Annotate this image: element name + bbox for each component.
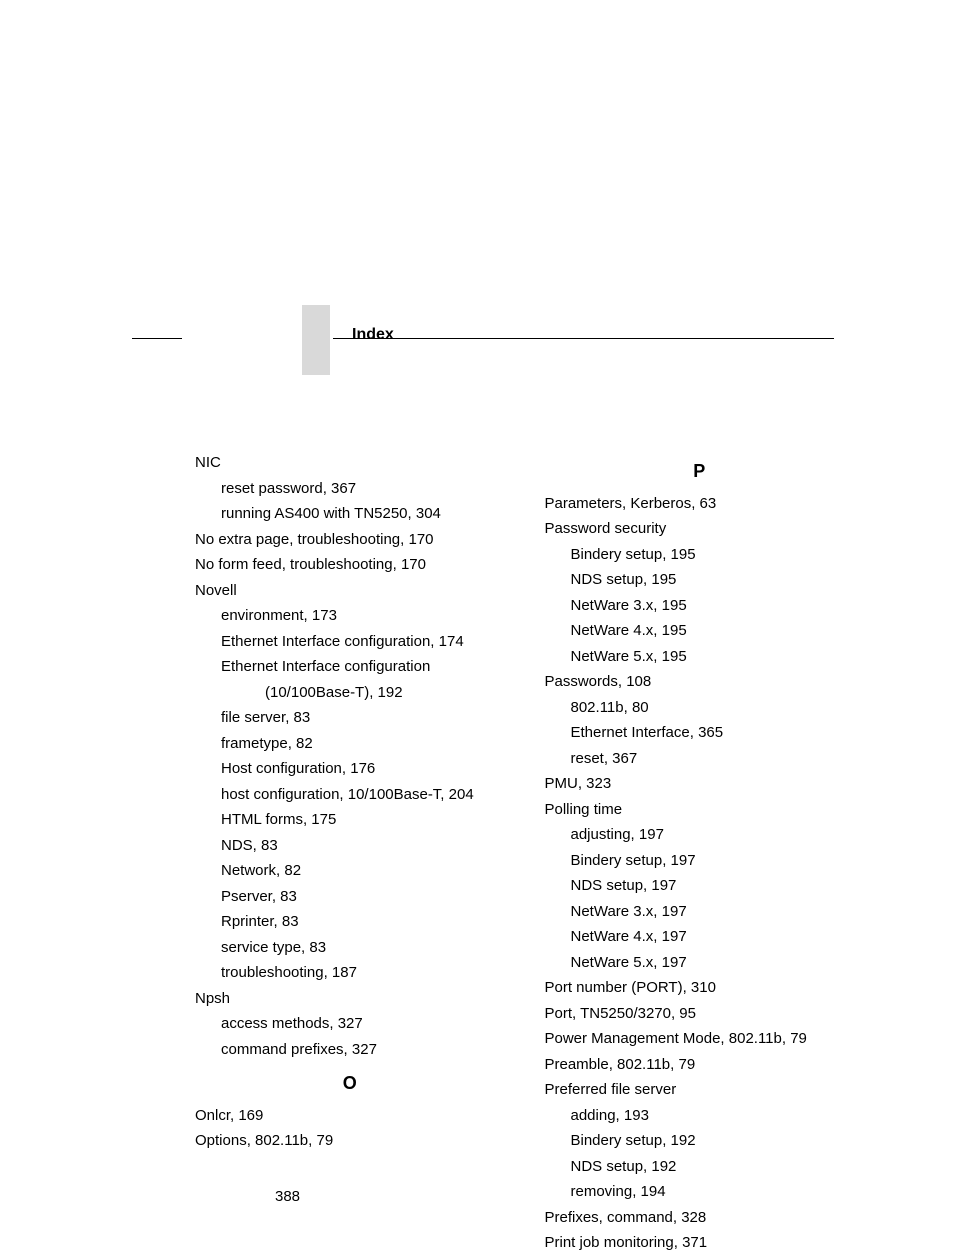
page: Index NIC reset password, 367 running AS… [0,0,954,1235]
index-entry: Prefixes, command, 328 [545,1205,855,1231]
index-entry: PMU, 323 [545,771,855,797]
index-columns: NIC reset password, 367 running AS400 wi… [195,450,854,1256]
index-entry: Passwords, 108 [545,669,855,695]
index-subentry: file server, 83 [221,705,505,731]
index-subentry: service type, 83 [221,935,505,961]
index-subentry: Rprinter, 83 [221,909,505,935]
index-entry: Options, 802.11b, 79 [195,1128,505,1154]
index-subentry: NDS setup, 192 [571,1154,855,1180]
index-entry: Preferred file server [545,1077,855,1103]
index-entry: Password security [545,516,855,542]
index-subentry: NetWare 5.x, 195 [571,644,855,670]
index-entry: Preamble, 802.11b, 79 [545,1052,855,1078]
index-subentry: host configuration, 10/100Base-T, 204 [221,782,505,808]
index-subentry: NDS setup, 197 [571,873,855,899]
header-rule-left [132,338,182,339]
index-entry: Npsh [195,986,505,1012]
index-subentry: NetWare 3.x, 197 [571,899,855,925]
index-subentry: Pserver, 83 [221,884,505,910]
header-accent-box [302,305,330,375]
index-entry: NIC [195,450,505,476]
index-subentry: Host configuration, 176 [221,756,505,782]
page-number: 388 [275,1188,300,1205]
index-entry: Port number (PORT), 310 [545,975,855,1001]
index-subentry: Ethernet Interface configuration [221,654,505,680]
index-entry: No extra page, troubleshooting, 170 [195,527,505,553]
right-column: P Parameters, Kerberos, 63 Password secu… [545,450,855,1256]
index-subentry: NDS, 83 [221,833,505,859]
index-subentry: frametype, 82 [221,731,505,757]
index-subentry: Ethernet Interface configuration, 174 [221,629,505,655]
section-title: Index [352,326,394,344]
index-subentry: reset, 367 [571,746,855,772]
index-subentry-cont: (10/100Base-T), 192 [265,680,505,706]
index-subentry: removing, 194 [571,1179,855,1205]
index-subentry: 802.11b, 80 [571,695,855,721]
index-subentry: Bindery setup, 192 [571,1128,855,1154]
index-subentry: adjusting, 197 [571,822,855,848]
index-entry: Port, TN5250/3270, 95 [545,1001,855,1027]
index-subentry: Ethernet Interface, 365 [571,720,855,746]
index-subentry: troubleshooting, 187 [221,960,505,986]
index-entry: Polling time [545,797,855,823]
index-subentry: NetWare 4.x, 197 [571,924,855,950]
index-subentry: NetWare 3.x, 195 [571,593,855,619]
index-subentry: Bindery setup, 195 [571,542,855,568]
index-subentry: reset password, 367 [221,476,505,502]
index-letter-heading: O [195,1068,505,1099]
index-entry: Onlcr, 169 [195,1103,505,1129]
index-entry: No form feed, troubleshooting, 170 [195,552,505,578]
index-entry: Print job monitoring, 371 [545,1230,855,1256]
index-subentry: command prefixes, 327 [221,1037,505,1063]
index-subentry: running AS400 with TN5250, 304 [221,501,505,527]
index-subentry: NDS setup, 195 [571,567,855,593]
index-subentry: HTML forms, 175 [221,807,505,833]
header-rule-right [333,338,834,339]
index-entry: Power Management Mode, 802.11b, 79 [545,1026,855,1052]
index-entry: Novell [195,578,505,604]
left-column: NIC reset password, 367 running AS400 wi… [195,450,505,1256]
index-subentry: NetWare 5.x, 197 [571,950,855,976]
index-subentry: environment, 173 [221,603,505,629]
index-subentry: Bindery setup, 197 [571,848,855,874]
index-subentry: NetWare 4.x, 195 [571,618,855,644]
index-letter-heading: P [545,456,855,487]
index-subentry: adding, 193 [571,1103,855,1129]
index-subentry: Network, 82 [221,858,505,884]
index-entry: Parameters, Kerberos, 63 [545,491,855,517]
index-subentry: access methods, 327 [221,1011,505,1037]
